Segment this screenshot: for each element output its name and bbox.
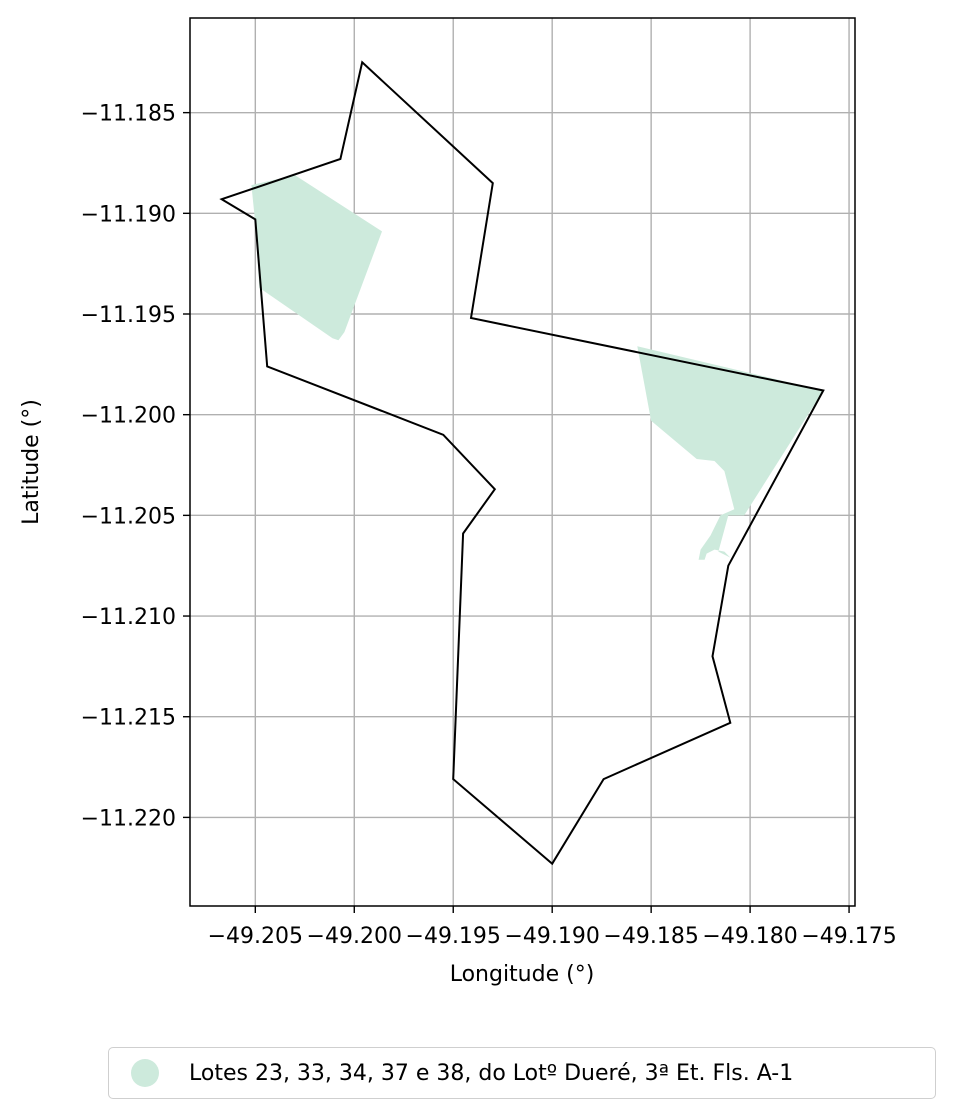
lot-polygon (251, 175, 382, 341)
legend-label: Lotes 23, 33, 34, 37 e 38, do Lotº Dueré… (189, 1060, 794, 1086)
x-tick-label: −49.185 (603, 924, 698, 949)
legend: Lotes 23, 33, 34, 37 e 38, do Lotº Dueré… (108, 1047, 936, 1099)
lot-polygon (637, 346, 824, 560)
x-tick-label: −49.175 (801, 924, 896, 949)
x-tick-label: −49.190 (504, 924, 599, 949)
plot-frame (189, 17, 856, 907)
x-axis-ticks: −49.205 −49.200 −49.195 −49.190 −49.185 −49.1… (208, 906, 897, 949)
y-tick-label: −11.205 (81, 504, 176, 529)
y-axis-label: Latitude (°) (19, 399, 44, 525)
y-axis-ticks: −11.185 −11.190 −11.195 −11.200 −11.205 −11.2… (81, 102, 190, 831)
map-figure: −49.205 −49.200 −49.195 −49.190 −49.185 −49.1… (19, 17, 897, 987)
y-tick-label: −11.215 (81, 706, 176, 731)
x-tick-label: −49.180 (702, 924, 797, 949)
y-tick-label: −11.185 (81, 102, 176, 127)
y-tick-label: −11.190 (81, 202, 176, 227)
x-axis-label: Longitude (°) (450, 962, 595, 987)
y-tick-label: −11.195 (81, 303, 176, 328)
boundary-layer (219, 60, 825, 866)
y-tick-label: −11.210 (81, 605, 176, 630)
legend-swatch-icon (131, 1059, 159, 1087)
x-tick-label: −49.195 (406, 924, 501, 949)
lot-polygons (251, 175, 824, 560)
municipality-boundary (219, 60, 825, 866)
y-tick-label: −11.220 (81, 806, 176, 831)
x-tick-label: −49.205 (208, 924, 303, 949)
x-tick-label: −49.200 (307, 924, 402, 949)
y-tick-label: −11.200 (81, 404, 176, 429)
